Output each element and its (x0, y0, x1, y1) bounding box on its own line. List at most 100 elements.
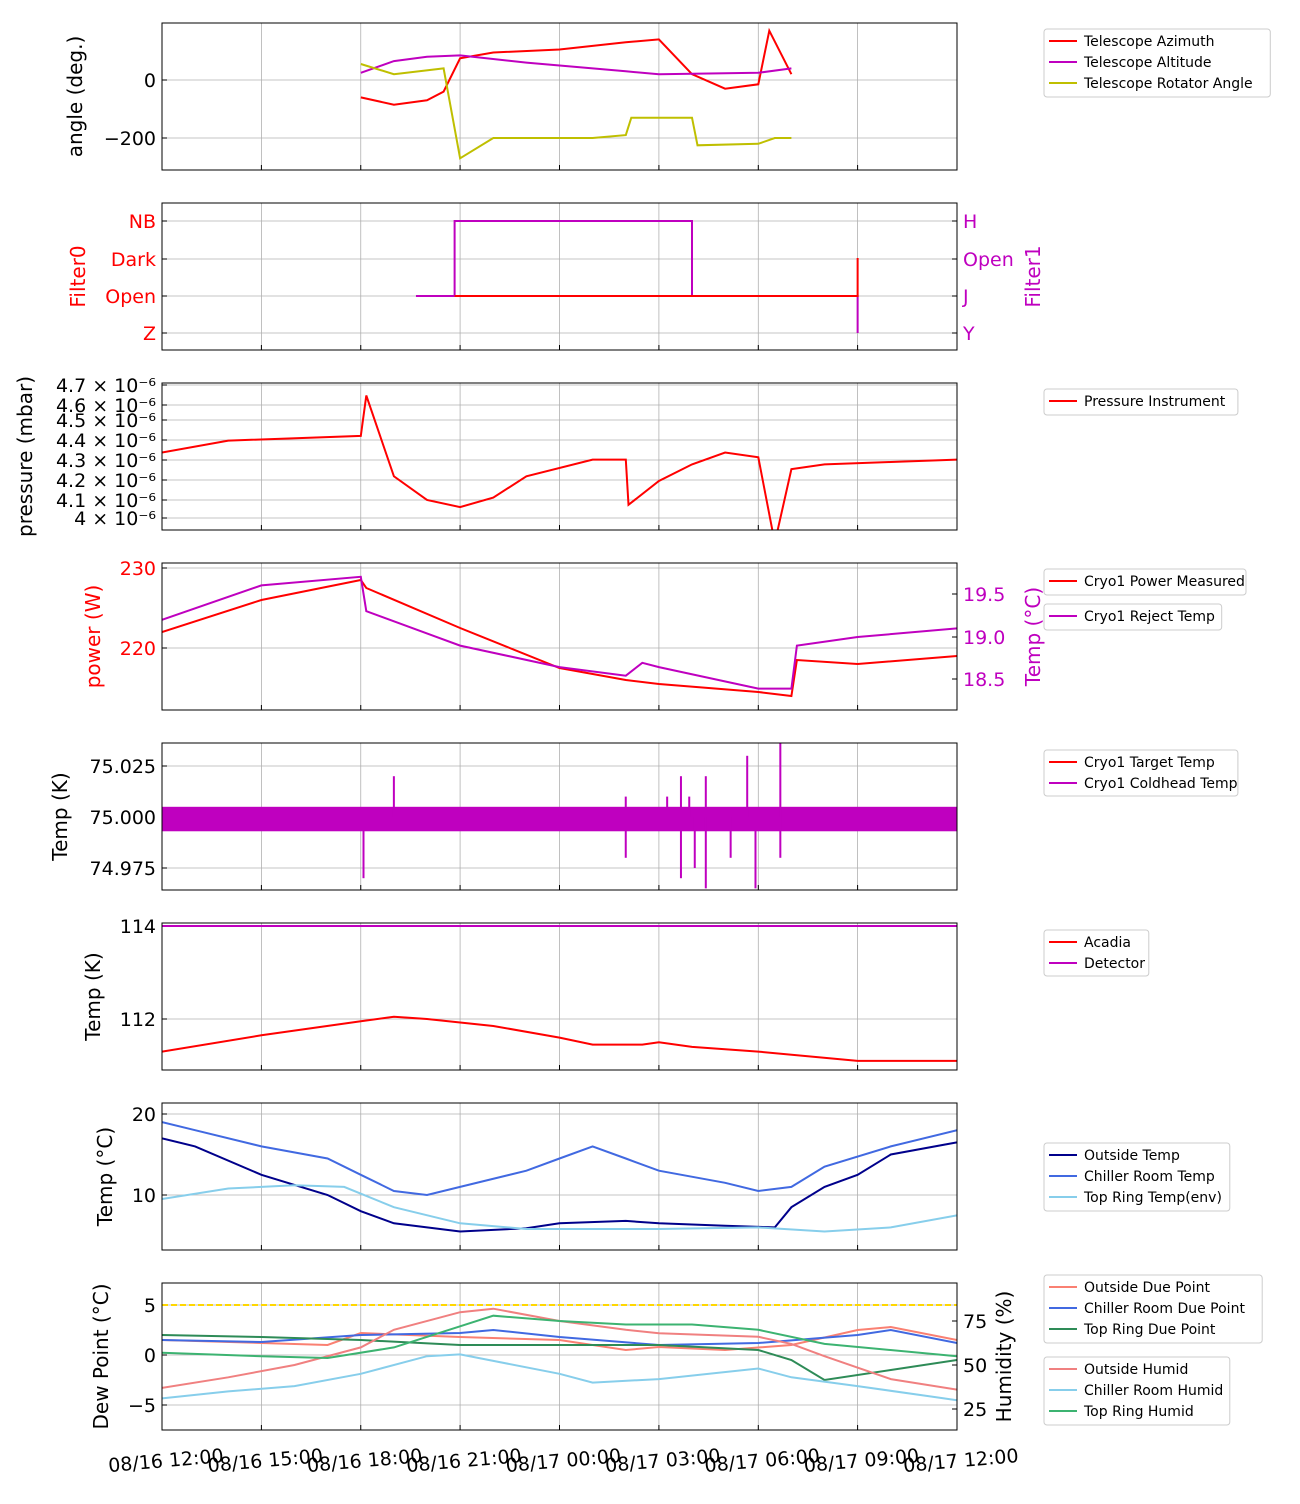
y-tick-label: Z (143, 323, 156, 345)
series-group (162, 395, 957, 530)
series-group (360, 27, 793, 160)
y-tick-label: 4.4 × 10⁻⁶ (56, 430, 156, 452)
legend-entry: Pressure Instrument (1084, 394, 1226, 410)
y-right-tick-label: Y (962, 323, 975, 345)
y-tick-label: 5 (144, 1295, 156, 1317)
legend: Outside Humid Chiller Room Humid Top Ring … (1043, 1356, 1231, 1426)
legend-entry: Outside Humid (1084, 1362, 1188, 1378)
series-line-telescope-azimuth (360, 27, 793, 106)
series-line-chiller-room-due-point (162, 1328, 957, 1347)
y-tick-label: 4 × 10⁻⁶ (74, 508, 156, 530)
legend-entry: Chiller Room Humid (1084, 1383, 1223, 1399)
series-filter0-line (454, 258, 859, 297)
y-tick-label: 4.1 × 10⁻⁶ (56, 490, 156, 512)
series-line-telescope-rotator-angle (360, 63, 792, 160)
plot-frame (161, 922, 958, 1071)
y-axis-label: Temp (K) (81, 952, 105, 1041)
plot-frame (161, 202, 958, 351)
panel-7: 20 10 Temp (°C) Outside Temp Chiller Room Te… (93, 1102, 1231, 1251)
legend-entry: Outside Temp (1084, 1148, 1180, 1164)
y-tick-label: 4.6 × 10⁻⁶ (56, 395, 156, 417)
legend: Cryo1 Power Measured (1043, 568, 1247, 596)
series-group (162, 1304, 957, 1402)
legend-entry: Acadia (1084, 935, 1131, 951)
legend-box (1043, 568, 1247, 596)
y-tick-label: Open (105, 286, 156, 308)
plot-frame (161, 562, 958, 711)
series-group (162, 575, 957, 698)
legend-box (1043, 749, 1239, 797)
y-tick-label: −5 (128, 1395, 156, 1417)
legend: Pressure Instrument (1043, 388, 1239, 416)
y-tick-label: 4.5 × 10⁻⁶ (56, 410, 156, 432)
series-line-telescope-altitude (360, 54, 792, 76)
plot-frame (161, 22, 958, 171)
y-tick-label: 112 (120, 1009, 156, 1031)
y-right-tick-label: 19.5 (963, 584, 1005, 606)
y-tick-label: 75.000 (90, 807, 156, 829)
y-right-tick-label: 19.0 (963, 627, 1005, 649)
series-group (415, 220, 859, 333)
panel-5: 75.025 75.000 74.975 Temp (K) Cryo1 Target T… (48, 742, 1239, 891)
legend-box (1043, 603, 1223, 631)
legend-entry: Top Ring Humid (1083, 1404, 1194, 1420)
legend: Outside Due Point Chiller Room Due Point T… (1043, 1274, 1263, 1344)
y-tick-label: 4.2 × 10⁻⁶ (56, 470, 156, 492)
legend-box (1043, 1356, 1231, 1426)
legend-entry: Chiller Room Due Point (1084, 1301, 1245, 1317)
y-axis-label: power (W) (81, 585, 105, 689)
y-tick-label: 0 (144, 1345, 156, 1367)
y-tick-label: 75.025 (90, 756, 156, 778)
y-tick-label: 230 (120, 558, 156, 580)
y-right-tick-label: 50 (963, 1355, 987, 1377)
legend-entry: Cryo1 Reject Temp (1084, 609, 1215, 625)
y-axis-label: Dew Point (°C) (89, 1283, 113, 1429)
y-tick-label: 20 (132, 1104, 156, 1126)
y-tick-label: NB (129, 211, 156, 233)
y-tick-label: 10 (132, 1185, 156, 1207)
legend-entry: Cryo1 Target Temp (1084, 755, 1215, 771)
y-tick-label: −200 (104, 128, 156, 150)
legend: Cryo1 Reject Temp (1043, 603, 1223, 631)
y-tick-label: 4.3 × 10⁻⁶ (56, 450, 156, 472)
legend-entry: Chiller Room Temp (1084, 1169, 1215, 1185)
y-axis-label: pressure (mbar) (13, 376, 37, 537)
y-tick-label: 114 (120, 916, 156, 938)
legend-entry: Top Ring Temp(env) (1083, 1190, 1222, 1206)
y-right-tick-label: Open (963, 249, 1014, 271)
series-line-pressure-instrument (162, 395, 957, 530)
legend: Outside Temp Chiller Room Temp Top Ring Te… (1043, 1142, 1231, 1212)
series-line-cryo1-reject-temp (162, 575, 957, 690)
plot-frame (161, 1102, 958, 1251)
plot-frame (161, 382, 958, 531)
series-group (162, 925, 957, 1062)
panel-3: 4.7 × 10⁻⁶4.6 × 10⁻⁶4.5 × 10⁻⁶4.4 × 10⁻⁶… (13, 375, 1239, 537)
legend: Acadia Detector (1043, 929, 1150, 977)
series-line-top-ring-due-point (162, 1334, 957, 1382)
legend-entry: Telescope Altitude (1083, 55, 1212, 71)
y-axis-label: Temp (°C) (93, 1127, 117, 1227)
legend-entry: Telescope Rotator Angle (1083, 76, 1253, 92)
series-line-outside-due-point (162, 1325, 957, 1352)
legend-box (1043, 388, 1239, 416)
y-tick-label: 0 (144, 70, 156, 92)
panel-2: NB Dark Open Z H Open JY Filter0 Filter1 (66, 202, 1045, 351)
x-tick-label: 08/17 12:00 (902, 1445, 1019, 1477)
series-line-top-ring-temp-env- (162, 1184, 957, 1233)
y-tick-label: 220 (120, 638, 156, 660)
plot-frame (161, 742, 958, 891)
legend-entry: Cryo1 Coldhead Temp (1084, 776, 1238, 792)
y-tick-label: 4.7 × 10⁻⁶ (56, 375, 156, 397)
legend-box (1043, 1274, 1263, 1344)
legend-entry: Top Ring Due Point (1083, 1322, 1216, 1338)
series-group (162, 743, 957, 889)
y-right-axis-label: Humidity (%) (992, 1291, 1016, 1423)
legend-entry: Cryo1 Power Measured (1084, 574, 1245, 590)
y-axis-label: Filter0 (66, 245, 90, 307)
y-right-tick-label: 25 (963, 1399, 987, 1421)
series-line-top-ring-humid (162, 1314, 957, 1360)
panel-6: 114 112 Temp (K) Acadia Detector (81, 916, 1150, 1071)
